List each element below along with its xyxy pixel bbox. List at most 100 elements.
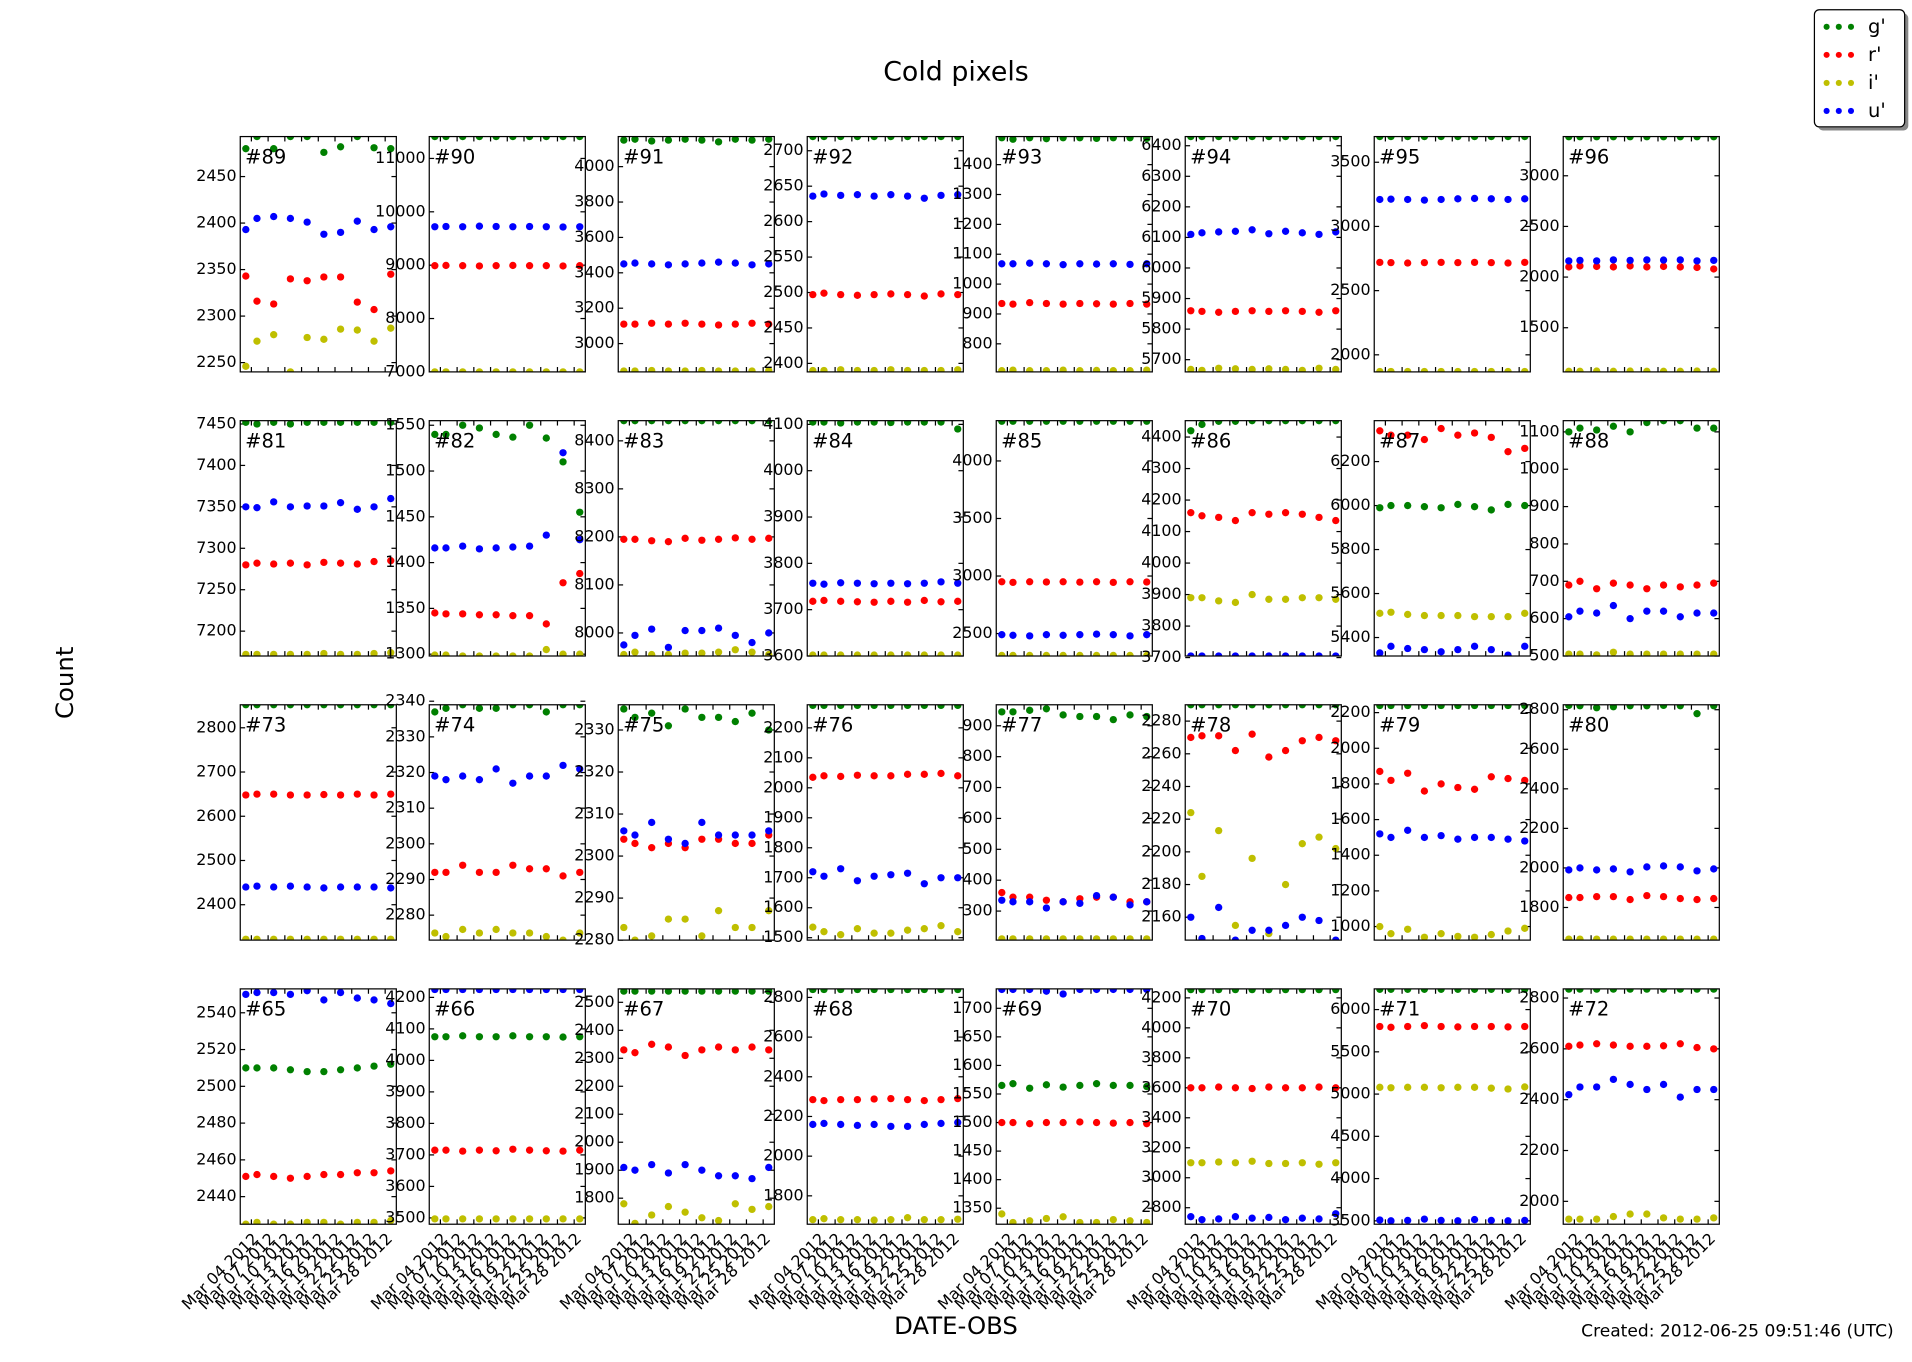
point	[1126, 1118, 1134, 1127]
point	[1659, 1080, 1668, 1089]
point	[664, 136, 673, 144]
point	[1387, 776, 1395, 785]
point	[1187, 365, 1195, 372]
y-tick-label: 4100	[763, 414, 803, 433]
y-tick-label: 1000	[1330, 916, 1370, 935]
point	[1332, 737, 1340, 745]
point	[920, 1215, 928, 1224]
point	[853, 366, 862, 372]
y-tick-label: 4000	[1141, 1017, 1181, 1036]
point	[1248, 1157, 1256, 1165]
y-tick-label: 2300	[574, 846, 614, 865]
y-tick-label: 700	[962, 777, 992, 796]
point	[442, 544, 450, 552]
y-tick-label: 2600	[763, 1027, 803, 1046]
point	[1042, 420, 1051, 425]
point	[954, 425, 962, 433]
point	[442, 704, 450, 712]
y-tick-label: 2290	[574, 888, 614, 907]
point	[576, 136, 584, 141]
point	[1126, 420, 1134, 425]
point	[475, 929, 484, 937]
point	[1693, 710, 1701, 718]
point	[576, 1146, 584, 1154]
point	[1693, 867, 1701, 875]
point	[648, 319, 656, 327]
point	[1710, 704, 1718, 710]
point	[1315, 230, 1323, 239]
y-tick-label: 2540	[196, 1002, 236, 1021]
point	[887, 651, 895, 657]
point	[820, 1119, 828, 1128]
point	[648, 932, 656, 940]
point	[387, 420, 395, 426]
y-tick-label: 2700	[763, 140, 803, 159]
point	[998, 420, 1006, 425]
point	[1215, 652, 1223, 657]
point	[1332, 1084, 1340, 1092]
point	[1420, 258, 1429, 267]
point	[1076, 1118, 1084, 1126]
point	[1676, 136, 1684, 141]
point	[1454, 783, 1462, 792]
point	[1626, 935, 1634, 941]
point	[698, 536, 706, 544]
point	[303, 420, 311, 426]
point	[1420, 1215, 1429, 1223]
point	[765, 629, 773, 637]
point	[631, 420, 639, 425]
point	[681, 136, 689, 143]
point	[1387, 258, 1395, 267]
point	[1092, 630, 1101, 638]
point	[1198, 732, 1206, 740]
point	[387, 790, 395, 798]
points	[809, 988, 962, 1224]
point	[648, 709, 656, 717]
point	[920, 420, 928, 426]
point	[1521, 704, 1529, 710]
y-tick-label: 800	[962, 746, 992, 765]
point	[1676, 1093, 1684, 1101]
point	[1187, 1084, 1195, 1092]
point	[576, 868, 584, 877]
point	[1109, 651, 1117, 657]
point	[1659, 581, 1668, 589]
y-tick-label: 1800	[763, 837, 803, 856]
point	[1198, 872, 1206, 881]
point	[631, 831, 639, 839]
point	[648, 650, 656, 657]
point	[1643, 863, 1651, 871]
point	[1609, 579, 1618, 587]
point	[748, 1205, 756, 1214]
point	[1198, 594, 1206, 602]
point	[1643, 704, 1651, 710]
point	[1593, 257, 1601, 265]
y-tick-label: 900	[962, 715, 992, 734]
point	[1143, 300, 1151, 308]
legend-marker	[1835, 79, 1842, 86]
y-tick-label: 4000	[952, 450, 992, 469]
point	[748, 638, 756, 647]
point	[1231, 1213, 1240, 1221]
point	[920, 194, 928, 202]
point	[525, 1146, 534, 1154]
point	[681, 1208, 689, 1216]
point	[903, 366, 912, 372]
point	[442, 1215, 450, 1223]
point	[870, 929, 878, 937]
point	[1504, 651, 1512, 657]
y-tick-label: 500	[1529, 646, 1559, 665]
point	[620, 367, 628, 372]
point	[559, 761, 567, 770]
point	[1487, 1216, 1495, 1225]
point	[1215, 1158, 1223, 1166]
point	[336, 559, 345, 567]
point	[809, 1120, 817, 1129]
point	[1092, 988, 1101, 994]
point	[1109, 988, 1117, 994]
point	[664, 320, 673, 328]
point	[1487, 195, 1495, 203]
point	[1281, 1159, 1290, 1168]
